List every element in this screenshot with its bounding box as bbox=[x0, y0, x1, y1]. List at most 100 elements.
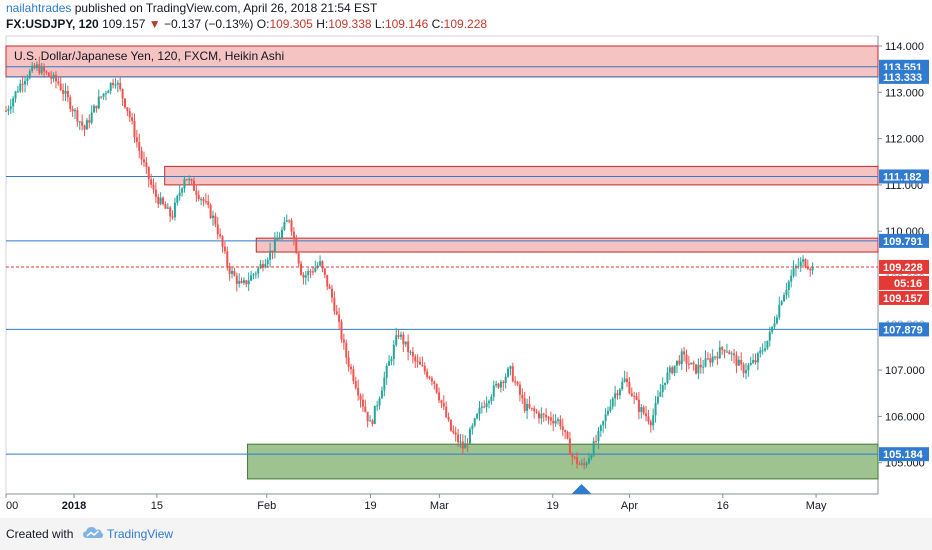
candle-body bbox=[197, 194, 200, 199]
candle-77 bbox=[188, 175, 191, 185]
candle-67 bbox=[164, 201, 167, 209]
candle-121 bbox=[292, 227, 295, 246]
candle-319 bbox=[764, 341, 767, 353]
candle-body bbox=[69, 97, 72, 109]
candle-76 bbox=[185, 178, 188, 181]
candle-69 bbox=[169, 205, 172, 222]
candle-88 bbox=[214, 212, 217, 228]
candle-98 bbox=[238, 273, 241, 288]
price-tag-bg-6 bbox=[879, 290, 929, 305]
candle-152 bbox=[366, 411, 369, 428]
candle-body bbox=[202, 198, 205, 202]
candle-100 bbox=[242, 277, 245, 285]
candle-body bbox=[247, 280, 250, 285]
candle-body bbox=[578, 463, 581, 465]
candle-body bbox=[792, 268, 795, 276]
candle-211 bbox=[507, 366, 510, 378]
candle-115 bbox=[278, 232, 281, 240]
price-tag-3: 109.791 bbox=[883, 236, 923, 248]
symbol-info: FX:USDJPY, 120 109.157 ▼ −0.137 (−0.13%)… bbox=[6, 17, 487, 31]
candle-body bbox=[100, 96, 103, 98]
candle-body bbox=[88, 120, 91, 123]
candle-248 bbox=[595, 435, 598, 444]
candle-220 bbox=[528, 396, 531, 410]
candle-11 bbox=[31, 62, 34, 73]
candle-264 bbox=[633, 391, 636, 405]
candle-92 bbox=[223, 241, 226, 255]
candle-body bbox=[561, 426, 564, 430]
candle-221 bbox=[530, 407, 533, 412]
candle-252 bbox=[604, 408, 607, 429]
candle-body bbox=[273, 239, 276, 253]
tradingview-brand[interactable]: TradingView bbox=[107, 527, 174, 541]
candle-268 bbox=[642, 405, 645, 416]
candle-244 bbox=[585, 461, 588, 469]
candle-body bbox=[687, 363, 690, 365]
candle-215 bbox=[516, 380, 519, 387]
candle-body bbox=[552, 420, 555, 424]
candle-body bbox=[533, 408, 536, 412]
candle-12 bbox=[33, 62, 36, 70]
candle-50 bbox=[123, 98, 126, 109]
author-link[interactable]: nailahtrades bbox=[6, 1, 72, 15]
candle-116 bbox=[281, 226, 284, 240]
candle-139 bbox=[335, 304, 338, 316]
candle-body bbox=[21, 83, 24, 85]
candle-body bbox=[376, 405, 379, 407]
candle-172 bbox=[414, 354, 417, 369]
candle-body bbox=[59, 83, 62, 90]
candle-288 bbox=[690, 362, 693, 365]
candle-body bbox=[373, 405, 376, 424]
candle-111 bbox=[269, 242, 272, 268]
candle-133 bbox=[321, 260, 324, 273]
candle-260 bbox=[623, 370, 626, 383]
candle-body bbox=[471, 425, 474, 430]
candle-306 bbox=[733, 348, 736, 364]
price-chart[interactable]: 114.000113.000112.000111.000110.000107.0… bbox=[0, 0, 932, 518]
candle-229 bbox=[549, 411, 552, 426]
candle-10 bbox=[28, 68, 31, 80]
candle-86 bbox=[209, 203, 212, 220]
candle-body bbox=[119, 82, 122, 90]
candle-327 bbox=[783, 292, 786, 302]
candle-body bbox=[740, 359, 743, 365]
candle-283 bbox=[678, 355, 681, 366]
candle-body bbox=[725, 351, 728, 353]
candle-body bbox=[311, 271, 314, 273]
candle-body bbox=[618, 389, 621, 396]
candle-body bbox=[399, 334, 402, 337]
candle-135 bbox=[326, 274, 329, 291]
candle-body bbox=[328, 286, 331, 289]
candle-155 bbox=[373, 405, 376, 425]
price-tag-bg-3 bbox=[879, 233, 929, 248]
candle-97 bbox=[235, 272, 238, 292]
candle-body bbox=[699, 364, 702, 368]
candle-171 bbox=[411, 347, 414, 364]
candle-body bbox=[14, 91, 17, 99]
candle-body bbox=[181, 188, 184, 193]
candle-204 bbox=[490, 394, 493, 405]
candle-119 bbox=[288, 219, 291, 224]
candle-body bbox=[409, 351, 412, 353]
candle-166 bbox=[399, 331, 402, 340]
candle-body bbox=[499, 381, 502, 388]
candle-body bbox=[240, 280, 243, 283]
price-tag-bg-8 bbox=[879, 447, 929, 462]
candle-body bbox=[347, 357, 350, 367]
candle-95 bbox=[231, 266, 234, 279]
candle-body bbox=[535, 411, 538, 413]
candle-274 bbox=[656, 390, 659, 405]
candle-65 bbox=[159, 192, 162, 206]
candle-74 bbox=[181, 187, 184, 197]
plot-frame bbox=[5, 35, 879, 495]
candle-158 bbox=[380, 386, 383, 399]
candle-29 bbox=[74, 107, 77, 120]
candle-body bbox=[666, 372, 669, 383]
candle-125 bbox=[302, 272, 305, 285]
candle-270 bbox=[647, 409, 650, 425]
candle-body bbox=[54, 74, 57, 82]
candle-197 bbox=[473, 417, 476, 428]
candle-295 bbox=[706, 352, 709, 361]
candle-141 bbox=[340, 319, 343, 343]
candle-126 bbox=[304, 270, 307, 286]
